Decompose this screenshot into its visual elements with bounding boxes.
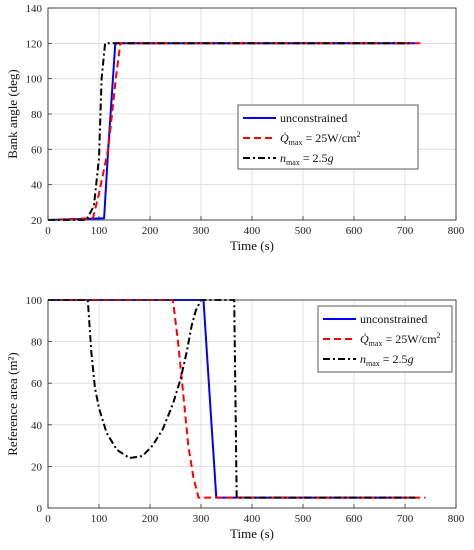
legend-entry-heat-flux: Q̇max = 25W/cm2: [280, 130, 361, 147]
legend-n-sub: max: [286, 158, 300, 167]
x-tick-label: 800: [448, 513, 465, 525]
bank-angle-chart: 0 100 200 300 400 500 600 700 800 20 40 60 80 100 120 1…: [5, 3, 465, 253]
y-axis-label: Reference area (m²): [5, 352, 20, 456]
y-tick-label: 20: [31, 215, 43, 227]
legend-n-unit: g: [408, 352, 414, 366]
legend-entry-load-factor: nmax = 2.5g: [360, 352, 414, 368]
plot-frame: [47, 299, 457, 509]
x-axis-label: Time (s): [230, 526, 274, 541]
series-line-3: [48, 299, 416, 499]
y-tick-label: 100: [26, 295, 43, 307]
legend-q-rest: = 25W/cm: [302, 131, 357, 145]
legend-q-rest: = 25W/cm: [382, 332, 437, 346]
legend-n-sub: max: [366, 359, 380, 368]
x-tick-label: 100: [91, 225, 108, 237]
series-line-2: [47, 42, 421, 221]
y-tick-label: 80: [31, 337, 43, 349]
legend-n-rest: = 2.5: [380, 352, 408, 366]
legend-n-unit: g: [328, 151, 334, 165]
series-line-2: [48, 299, 426, 499]
reference-area-chart: 0 100 200 300 400 500 600 700 800 0 20 40 60 80 100 Tim…: [5, 295, 465, 541]
x-tick-label: 500: [295, 225, 312, 237]
legend-q-sup: 2: [357, 130, 361, 139]
x-tick-label: 600: [346, 513, 363, 525]
legend-entry-unconstrained: unconstrained: [280, 111, 347, 125]
legend-n-symbol: n: [360, 352, 366, 366]
legend-entry-heat-flux: Q̇max = 25W/cm2: [360, 331, 441, 348]
x-tick-label: 500: [295, 513, 312, 525]
x-tick-label: 0: [45, 513, 51, 525]
y-tick-label: 60: [31, 378, 43, 390]
plot-frame: [47, 7, 457, 221]
legend-entry-unconstrained: unconstrained: [360, 312, 427, 326]
legend-entry-load-factor: nmax = 2.5g: [280, 151, 334, 167]
y-tick-label: 20: [31, 461, 43, 473]
x-tick-label: 600: [346, 225, 363, 237]
y-tick-label: 100: [26, 74, 43, 86]
x-tick-label: 200: [142, 513, 159, 525]
x-tick-label: 300: [193, 513, 210, 525]
y-tick-label: 140: [26, 3, 43, 15]
x-tick-label: 200: [142, 225, 159, 237]
y-tick-label: 40: [31, 420, 43, 432]
x-tick-label: 700: [397, 225, 414, 237]
legend-n-rest: = 2.5: [300, 151, 328, 165]
x-tick-label: 800: [448, 225, 465, 237]
legend-q-sub: max: [289, 138, 303, 147]
x-tick-label: 0: [45, 225, 51, 237]
legend-q-sub: max: [369, 339, 383, 348]
y-tick-label: 80: [31, 109, 43, 121]
legend-q-symbol: Q̇: [280, 131, 289, 145]
y-axis-label: Bank angle (deg): [5, 69, 20, 159]
x-axis-label: Time (s): [230, 238, 274, 253]
y-tick-label: 120: [26, 38, 43, 50]
y-tick-label: 60: [31, 144, 43, 156]
x-tick-label: 100: [91, 513, 108, 525]
y-tick-label: 40: [31, 180, 43, 192]
y-tick-label: 0: [37, 503, 43, 515]
x-tick-label: 300: [193, 225, 210, 237]
legend-q-symbol: Q̇: [360, 332, 369, 346]
x-tick-label: 700: [397, 513, 414, 525]
legend-q-sup: 2: [437, 331, 441, 340]
x-tick-label: 400: [244, 513, 261, 525]
legend-n-symbol: n: [280, 151, 286, 165]
x-tick-label: 400: [244, 225, 261, 237]
